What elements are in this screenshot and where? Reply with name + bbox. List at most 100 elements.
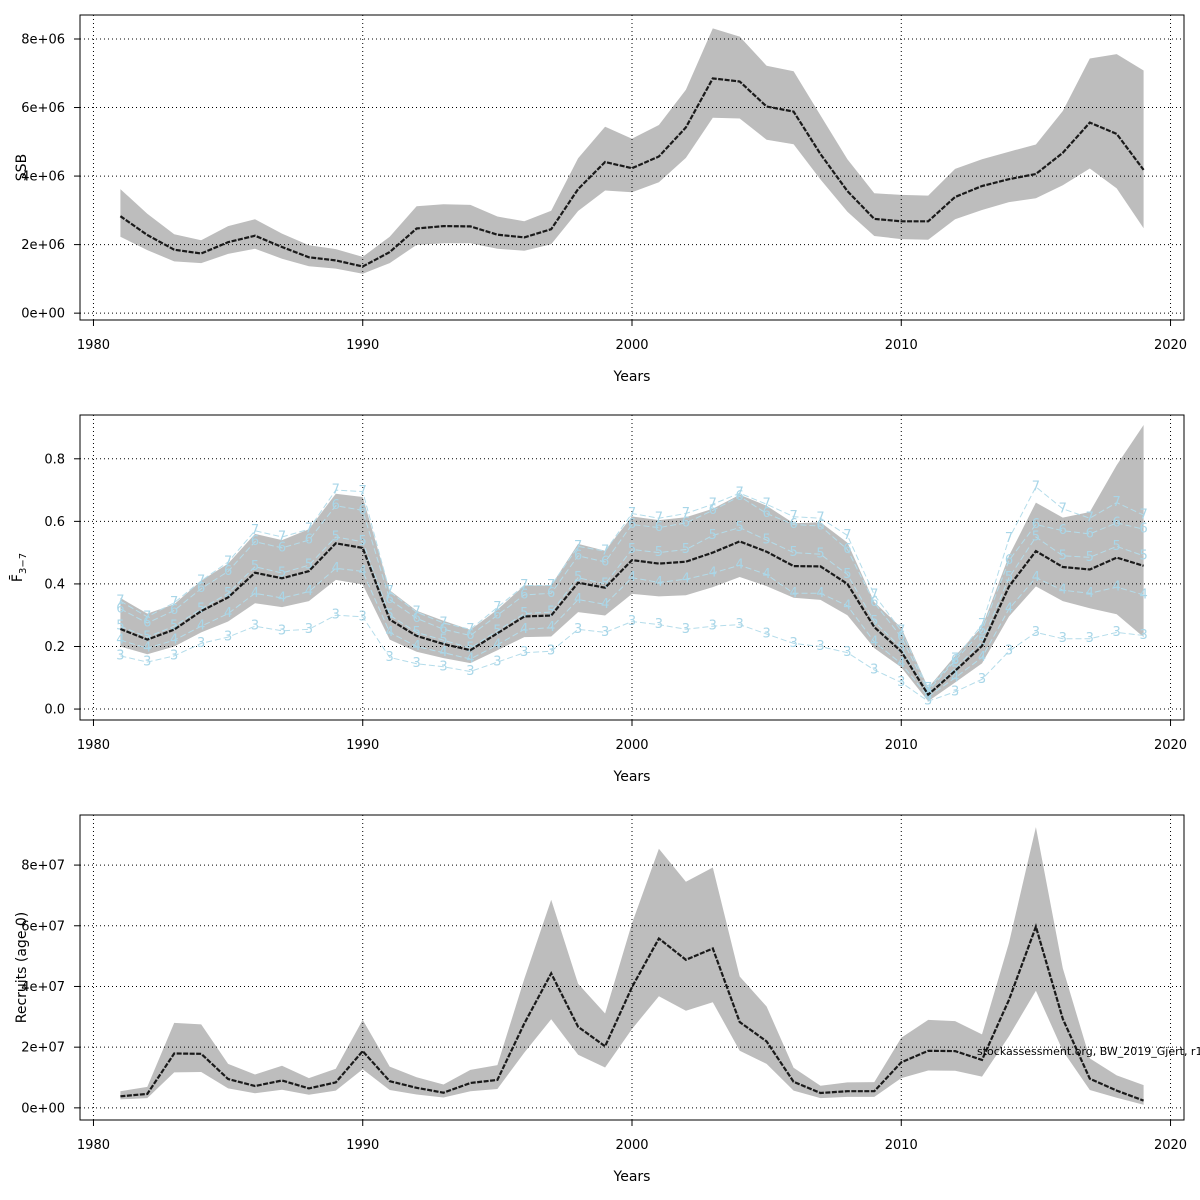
fbar-age-4-label: 4 [951, 670, 959, 685]
fbar-age-3-label: 3 [116, 648, 124, 663]
fbar-xtick-label: 2000 [615, 738, 648, 753]
fbar-age-5-label: 5 [251, 559, 259, 574]
fbar-age-7-label: 7 [978, 617, 986, 632]
fbar-age-3-label: 3 [897, 675, 905, 690]
fbar-age-4-label: 4 [816, 586, 824, 601]
fbar-age-3-label: 3 [439, 659, 447, 674]
fbar-ytick-label: 0.2 [44, 640, 65, 655]
fbar-age-4-label: 4 [897, 656, 905, 671]
fbar-age-4-label: 4 [1032, 570, 1040, 585]
recruits-xtick-label: 2000 [615, 1138, 648, 1153]
fbar-age-3-label: 3 [359, 609, 367, 624]
fbar-age-7-label: 7 [332, 483, 340, 498]
fbar-age-7-label: 7 [682, 506, 690, 521]
ssb-estimate-line [119, 77, 1145, 268]
fbar-age-4-line [120, 564, 1144, 698]
fbar-age-7-label: 7 [1005, 531, 1013, 546]
fbar-age-3-label: 3 [493, 655, 501, 670]
ssb-ytick-label: 0e+00 [21, 307, 65, 322]
fbar-age-6-label: 6 [412, 611, 420, 626]
recruits-estimate-line [120, 923, 1144, 1102]
fbar-age-4-label: 4 [655, 575, 663, 590]
fbar-age-3-label: 3 [870, 662, 878, 677]
fbar-age-4-label: 4 [1086, 586, 1094, 601]
fbar-age-7-label: 7 [655, 511, 663, 526]
recruits-ytick-label: 0e+00 [21, 1101, 65, 1116]
fbar-age-4-label: 4 [251, 586, 259, 601]
fbar-age-3-label: 3 [278, 623, 286, 638]
fbar-age-5-label: 5 [762, 533, 770, 548]
fbar-age-5-label: 5 [1113, 539, 1121, 554]
fbar-age-7-label: 7 [762, 497, 770, 512]
fbar-age-5-label: 5 [332, 530, 340, 545]
fbar-age-5-label: 5 [1059, 548, 1067, 563]
fbar-age-6-label: 6 [116, 601, 124, 616]
fbar-age-3-label: 3 [1005, 644, 1013, 659]
fbar-age-6-label: 6 [897, 630, 905, 645]
fbar-age-6-label: 6 [493, 608, 501, 623]
fbar-age-4-label: 4 [224, 606, 232, 621]
fbar-age-4-label: 4 [574, 592, 582, 607]
fbar-age-3-label: 3 [386, 650, 394, 665]
fbar-age-6-label: 6 [789, 517, 797, 532]
fbar-age-3-label: 3 [709, 619, 717, 634]
fbar-age-3-label: 3 [843, 645, 851, 660]
fbar-age-6-label: 6 [332, 498, 340, 513]
fbar-age-5-label: 5 [843, 567, 851, 582]
fbar-age-3-label: 3 [951, 684, 959, 699]
fbar-ytick-label: 0.6 [44, 515, 65, 530]
fbar-age-3-label: 3 [789, 636, 797, 651]
ssb-xtick-label: 2010 [885, 338, 918, 353]
fbar-age-7-label: 7 [816, 511, 824, 526]
fbar-age-7-label: 7 [924, 681, 932, 696]
ssb-xtick-label: 1980 [77, 338, 110, 353]
fbar-age-5-label: 5 [574, 570, 582, 585]
fbar-age-3-label: 3 [1113, 625, 1121, 640]
fbar-age-6-label: 6 [1113, 515, 1121, 530]
fbar-age-7-label: 7 [143, 609, 151, 624]
fbar-age-5-label: 5 [601, 576, 609, 591]
fbar-age-5-label: 5 [736, 520, 744, 535]
recruits-ytick-label: 8e+07 [21, 859, 65, 874]
fbar-age-3-label: 3 [547, 644, 555, 659]
fbar-age-6-label: 6 [843, 542, 851, 557]
fbar-age-3-label: 3 [197, 636, 205, 651]
fbar-y-axis-label: F̄3−7 [8, 553, 29, 582]
recruits-xtick-label: 2010 [885, 1138, 918, 1153]
fbar-age-6-label: 6 [736, 489, 744, 504]
fbar-age-4-label: 4 [682, 572, 690, 587]
recruits-y-axis-label: Recruits (age 0) [14, 912, 30, 1024]
fbar-age-7-label: 7 [601, 544, 609, 559]
fbar-age-4-label: 4 [870, 634, 878, 649]
fbar-age-5-label: 5 [359, 534, 367, 549]
fbar-age-6-label: 6 [574, 548, 582, 563]
fbar-age-4-label: 4 [709, 566, 717, 581]
fbar-age-3-label: 3 [628, 614, 636, 629]
fbar-age-4-label: 4 [978, 650, 986, 665]
recruits-ytick-label: 4e+07 [21, 980, 65, 995]
fbar-age-6-label: 6 [278, 540, 286, 555]
ssb-xtick-label: 1990 [346, 338, 379, 353]
fbar-age-7-label: 7 [736, 486, 744, 501]
fbar-age-3-label: 3 [978, 672, 986, 687]
fbar-age-3-label: 3 [412, 656, 420, 671]
fbar-age-6-label: 6 [762, 506, 770, 521]
fbar-y-axis-label-main: F̄ [8, 574, 26, 582]
fbar-age-5-line [120, 527, 1144, 695]
fbar-age-7-label: 7 [1139, 508, 1147, 523]
ssb-xtick-label: 2000 [615, 338, 648, 353]
fbar-age-5-label: 5 [466, 641, 474, 656]
fbar-age-7-label: 7 [870, 587, 878, 602]
fbar-age-6-label: 6 [305, 533, 313, 548]
fbar-age-5-label: 5 [278, 566, 286, 581]
fbar-age-4-label: 4 [386, 625, 394, 640]
fbar-age-6-label: 6 [655, 520, 663, 535]
fbar-age-6-label: 6 [709, 503, 717, 518]
ssb-y-axis-label: SSB [14, 154, 30, 181]
fbar-age-3-label: 3 [332, 608, 340, 623]
fbar-age-7-line [120, 486, 1144, 690]
fbar-age-7-label: 7 [951, 652, 959, 667]
fbar-age-6-label: 6 [870, 595, 878, 610]
fbar-age-6-label: 6 [1059, 523, 1067, 538]
